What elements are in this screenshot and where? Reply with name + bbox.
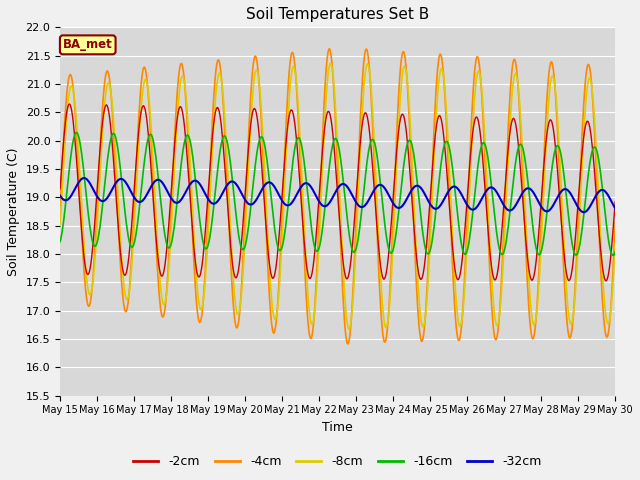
-8cm	[124, 297, 131, 302]
-2cm	[210, 120, 218, 126]
Y-axis label: Soil Temperature (C): Soil Temperature (C)	[7, 147, 20, 276]
-16cm	[180, 140, 188, 145]
-2cm	[611, 199, 619, 204]
-32cm	[210, 201, 218, 206]
-16cm	[611, 249, 619, 255]
-8cm	[209, 135, 217, 141]
-4cm	[326, 46, 333, 52]
-32cm	[124, 183, 132, 189]
Line: -16cm: -16cm	[60, 132, 615, 255]
-16cm	[406, 137, 413, 143]
-16cm	[56, 239, 64, 244]
-32cm	[180, 192, 188, 197]
-2cm	[422, 247, 430, 253]
-16cm	[210, 204, 218, 209]
-8cm	[345, 326, 353, 332]
-4cm	[344, 341, 352, 347]
-32cm	[406, 190, 413, 196]
-16cm	[609, 252, 617, 258]
-16cm	[67, 159, 74, 165]
-4cm	[611, 219, 619, 225]
-32cm	[580, 209, 588, 215]
-8cm	[611, 240, 619, 246]
Title: Soil Temperatures Set B: Soil Temperatures Set B	[246, 7, 429, 22]
-16cm	[422, 248, 430, 254]
-4cm	[180, 71, 188, 76]
-16cm	[72, 130, 80, 135]
Line: -4cm: -4cm	[60, 49, 615, 344]
-32cm	[422, 194, 430, 200]
-8cm	[423, 298, 431, 303]
-2cm	[124, 261, 132, 266]
-32cm	[56, 193, 64, 199]
-4cm	[423, 289, 431, 295]
Line: -32cm: -32cm	[60, 178, 615, 212]
Line: -2cm: -2cm	[60, 104, 615, 281]
-8cm	[326, 60, 334, 66]
Legend: -2cm, -4cm, -8cm, -16cm, -32cm: -2cm, -4cm, -8cm, -16cm, -32cm	[129, 450, 547, 473]
-16cm	[124, 232, 132, 238]
-4cm	[67, 72, 74, 77]
-2cm	[67, 104, 75, 110]
-32cm	[80, 175, 88, 181]
-4cm	[407, 147, 415, 153]
-4cm	[209, 108, 217, 113]
-2cm	[602, 278, 610, 284]
-8cm	[407, 128, 415, 134]
-32cm	[611, 205, 619, 211]
X-axis label: Time: Time	[323, 421, 353, 434]
-8cm	[67, 85, 74, 91]
-8cm	[56, 221, 64, 227]
-32cm	[67, 194, 74, 200]
-2cm	[56, 186, 64, 192]
Line: -8cm: -8cm	[60, 63, 615, 329]
-4cm	[56, 203, 64, 209]
-2cm	[65, 101, 73, 107]
-2cm	[180, 123, 188, 129]
-4cm	[124, 305, 131, 311]
-8cm	[180, 75, 188, 81]
-2cm	[406, 169, 413, 175]
Text: BA_met: BA_met	[63, 38, 113, 51]
